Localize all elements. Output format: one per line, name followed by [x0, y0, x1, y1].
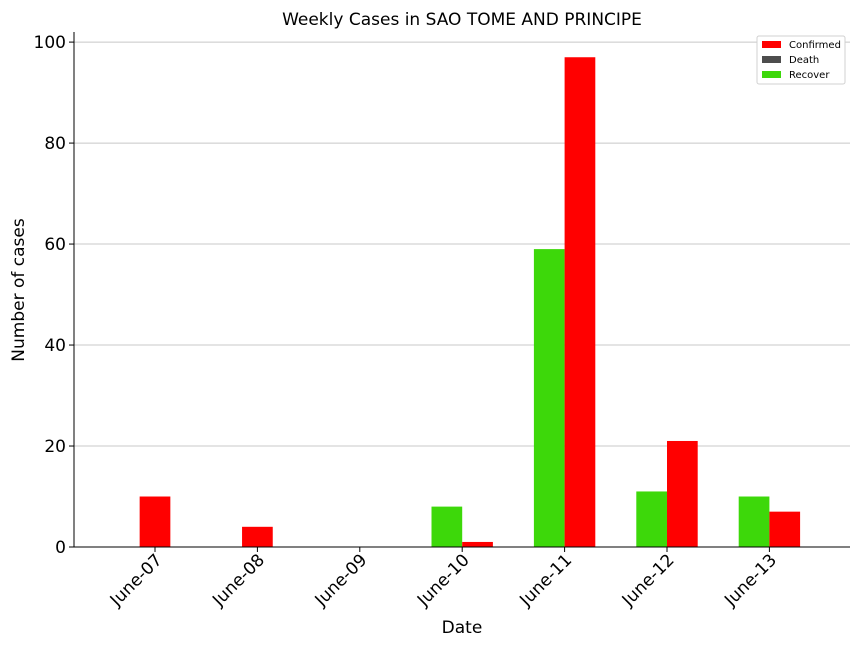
- legend-swatch-recover: [762, 71, 781, 78]
- y-tick-label: 40: [44, 336, 66, 356]
- y-tick-label: 0: [55, 538, 66, 558]
- x-tick-label: June-07: [106, 550, 167, 611]
- y-tick-label: 20: [44, 437, 66, 457]
- legend: Confirmed Death Recover: [757, 36, 845, 84]
- x-ticks: June-07 June-08 June-09 June-10 June-11 June-…: [106, 547, 781, 611]
- x-axis-title: Date: [442, 618, 483, 638]
- legend-label-confirmed: Confirmed: [789, 40, 841, 51]
- bar-recover: [534, 249, 565, 547]
- bar-recover: [739, 497, 770, 547]
- bar-confirmed: [242, 527, 273, 547]
- x-tick-label: June-13: [720, 550, 781, 611]
- bars: [140, 57, 800, 547]
- bar-recover: [432, 507, 463, 547]
- x-tick-label: June-09: [311, 550, 372, 611]
- y-tick-label: 100: [34, 33, 66, 53]
- x-tick-label: June-08: [208, 550, 269, 611]
- legend-label-death: Death: [789, 55, 819, 66]
- chart-title: Weekly Cases in SAO TOME AND PRINCIPE: [282, 10, 642, 30]
- x-tick-label: June-12: [618, 550, 679, 611]
- bar-confirmed: [667, 441, 698, 547]
- x-tick-label: June-10: [413, 550, 474, 611]
- y-ticks: 0 20 40 60 80 100: [34, 33, 74, 558]
- bar-recover: [636, 491, 667, 547]
- bar-confirmed: [565, 57, 596, 547]
- legend-label-recover: Recover: [789, 70, 830, 81]
- y-axis-title: Number of cases: [9, 218, 29, 362]
- y-tick-label: 80: [44, 134, 66, 154]
- x-tick-label: June-11: [515, 550, 576, 611]
- bar-confirmed: [769, 512, 800, 547]
- bar-confirmed: [462, 542, 493, 547]
- legend-swatch-confirmed: [762, 41, 781, 48]
- legend-swatch-death: [762, 56, 781, 63]
- bar-confirmed: [140, 497, 171, 547]
- axes: [74, 32, 850, 547]
- y-tick-label: 60: [44, 235, 66, 255]
- y-gridlines: [74, 42, 850, 446]
